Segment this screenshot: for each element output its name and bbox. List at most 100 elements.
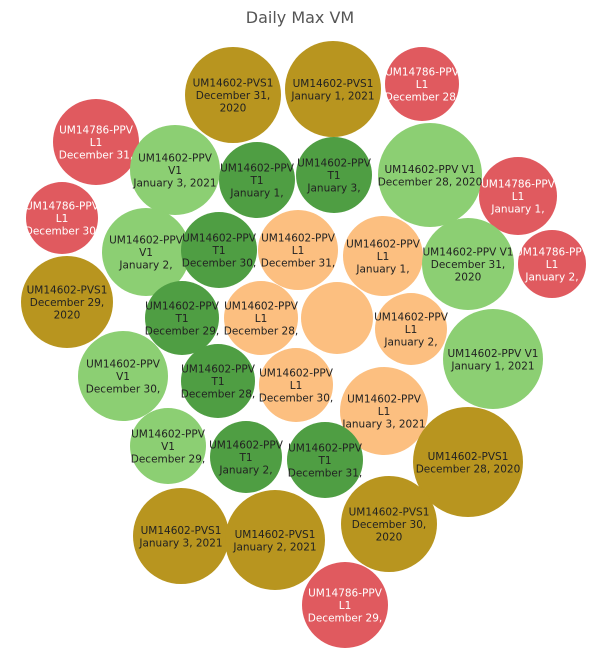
bubble-circle[interactable] <box>225 490 325 590</box>
bubble-circle[interactable] <box>285 41 381 137</box>
bubble[interactable]: UM14786-PPV L1 December 31, <box>53 99 139 185</box>
bubble[interactable]: UM14602-PPV T1 January 3, <box>296 137 372 213</box>
bubble-label-line: UM14602-PVS1 <box>193 78 274 90</box>
bubble-label-line: UM14602-PPV <box>346 239 421 251</box>
bubble-label-line: UM14602-PVS1 <box>141 525 222 537</box>
bubble[interactable]: UM14602-PVS1 December 29, 2020 <box>21 256 113 348</box>
bubble-circle[interactable] <box>258 210 338 290</box>
bubble-circle[interactable] <box>78 331 168 421</box>
bubble-circle[interactable] <box>343 216 423 296</box>
bubble-circle[interactable] <box>296 137 372 213</box>
bubble[interactable]: UM14602-PPV L1 January 3, 2021 <box>340 367 428 455</box>
bubble[interactable]: UM14602-PPV T1 December 29, <box>145 281 220 355</box>
bubble-label: UM14602-PPV T1 January 3, <box>297 158 372 195</box>
bubble-label-line: January 3, 2021 <box>132 178 216 190</box>
bubble-circle[interactable] <box>130 125 220 215</box>
bubble[interactable]: UM14786-PPV L1 January 1, <box>479 157 557 235</box>
bubble-circle[interactable] <box>102 208 190 296</box>
bubble-circle[interactable] <box>26 182 98 254</box>
bubble[interactable]: UM14602-PPV L1 December 30, <box>259 348 334 422</box>
bubble-label-line: UM14786-PPV <box>308 588 383 600</box>
bubble-label-line: L1 <box>90 137 103 149</box>
bubble-circle[interactable] <box>21 256 113 348</box>
bubble-label-line: 2020 <box>54 310 81 322</box>
bubble-label-line: UM14602-PPV V1 <box>423 247 514 259</box>
bubble-label: UM14786-PPV L1 December 30, <box>25 201 100 238</box>
bubble-circle[interactable] <box>479 157 557 235</box>
bubble-label-line: UM14602-PPV V1 <box>385 164 476 176</box>
bubble-circle[interactable] <box>181 212 257 288</box>
bubble-circle[interactable] <box>385 47 459 121</box>
bubble[interactable]: UM14786-PPV L1 December 29, <box>302 562 388 648</box>
bubble-label: UM14602-PPV T1 December 30, <box>182 233 257 270</box>
bubble-label: UM14602-PVS1 January 1, 2021 <box>290 78 374 103</box>
bubble[interactable]: UM14602-PPV L1 January 1, <box>343 216 423 296</box>
bubble-label-line: December 28, 2020 <box>416 463 521 475</box>
bubble-circle[interactable] <box>378 123 482 227</box>
bubble[interactable]: UM14602-PPV T1 January 1, <box>219 142 295 218</box>
bubble-label: UM14602-PPV L1 January 3, 2021 <box>341 394 425 431</box>
bubble[interactable]: UM14602-PPV L1 January 2, <box>374 293 449 365</box>
bubble[interactable]: UM14602-PPV V1 December 28, 2020 <box>378 123 483 227</box>
bubble-label-line: UM14786-PPV <box>25 201 100 213</box>
bubble[interactable]: UM14602-PPV V1 December 30, <box>78 331 168 421</box>
bubble-label: UM14602-PVS1 January 3, 2021 <box>138 525 222 550</box>
bubble-circle[interactable] <box>219 142 295 218</box>
bubble-circle[interactable] <box>340 367 428 455</box>
bubble-circle[interactable] <box>375 293 447 365</box>
bubble[interactable]: UM14602-PPV T1 December 30, <box>181 212 257 288</box>
bubble[interactable]: UM14602-PPV V1 January 1, 2021 <box>443 309 543 409</box>
bubble[interactable]: UM14786-PPV L1 December 30, <box>25 182 100 254</box>
bubble-label-line: December 30, <box>86 384 160 396</box>
bubble-label: UM14602-PVS1 January 2, 2021 <box>232 529 316 554</box>
bubble-circle[interactable] <box>210 421 282 493</box>
bubble-circle[interactable] <box>53 99 139 185</box>
bubble-circle[interactable] <box>181 344 255 418</box>
bubble[interactable]: UM14602-PVS1 December 30, 2020 <box>341 476 437 572</box>
bubble[interactable]: UM14602-PPV V1 December 29, <box>130 408 206 484</box>
bubble[interactable]: UM14602-PVS1 January 3, 2021 <box>133 488 229 584</box>
bubble-circle[interactable] <box>518 230 586 298</box>
bubble[interactable]: UM14602-PPV V1 January 3, 2021 <box>130 125 220 215</box>
bubble[interactable]: UM14602-PPV T1 January 2, <box>209 421 284 493</box>
bubble[interactable] <box>301 282 373 354</box>
bubble-label: UM14602-PPV V1 January 2, <box>109 235 184 272</box>
bubble-label-line: December 29, <box>131 454 205 466</box>
bubble[interactable]: UM14602-PPV L1 December 31, <box>258 210 338 290</box>
bubble-label: UM14602-PPV T1 December 28, <box>181 364 256 401</box>
bubble[interactable]: UM14602-PVS1 December 31, 2020 <box>185 47 281 143</box>
bubble-label-line: T1 <box>317 455 331 467</box>
bubble[interactable]: UM14602-PPV T1 December 28, <box>181 344 256 418</box>
bubble[interactable]: UM14786-PPV L1 December 28, <box>385 47 460 121</box>
bubble-label-line: UM14602-PVS1 <box>428 451 509 463</box>
bubble-circle[interactable] <box>133 488 229 584</box>
bubble[interactable]: UM14602-PVS1 January 1, 2021 <box>285 41 381 137</box>
bubble-circle[interactable] <box>224 281 298 355</box>
bubble-label-line: UM14602-PPV <box>288 443 363 455</box>
bubble-circle[interactable] <box>443 309 543 409</box>
bubble-label-line: January 3, 2021 <box>341 419 425 431</box>
bubble-circle[interactable] <box>185 47 281 143</box>
bubble-circle[interactable] <box>302 562 388 648</box>
bubble-circle[interactable] <box>287 422 363 498</box>
bubble-circle[interactable] <box>341 476 437 572</box>
bubble[interactable]: UM14602-PPV L1 December 28, <box>224 281 299 355</box>
bubble[interactable]: UM14602-PPV V1 January 2, <box>102 208 190 296</box>
bubble-circle[interactable] <box>259 348 333 422</box>
bubble[interactable]: UM14602-PVS1 January 2, 2021 <box>225 490 325 590</box>
bubble-circle[interactable] <box>422 218 514 310</box>
bubble[interactable]: UM14602-PPV V1 December 31, 2020 <box>422 218 514 310</box>
bubble-label: UM14602-PPV V1 January 1, 2021 <box>448 348 539 373</box>
bubble-circle[interactable] <box>130 408 206 484</box>
bubble[interactable]: UM14786-PPV L1 January 2, <box>515 230 590 298</box>
bubble[interactable]: UM14602-PVS1 December 28, 2020 <box>413 407 523 517</box>
bubble-circle[interactable] <box>301 282 373 354</box>
bubble-label-line: January 2, 2021 <box>232 541 316 553</box>
bubble[interactable]: UM14602-PPV T1 December 31, <box>287 422 363 498</box>
bubble-circle[interactable] <box>145 281 219 355</box>
bubble-label: UM14602-PPV V1 December 30, <box>86 359 161 396</box>
bubble-circle[interactable] <box>413 407 523 517</box>
bubble-label-line: January 1, 2021 <box>450 360 534 372</box>
bubble-label-line: V1 <box>161 441 175 453</box>
